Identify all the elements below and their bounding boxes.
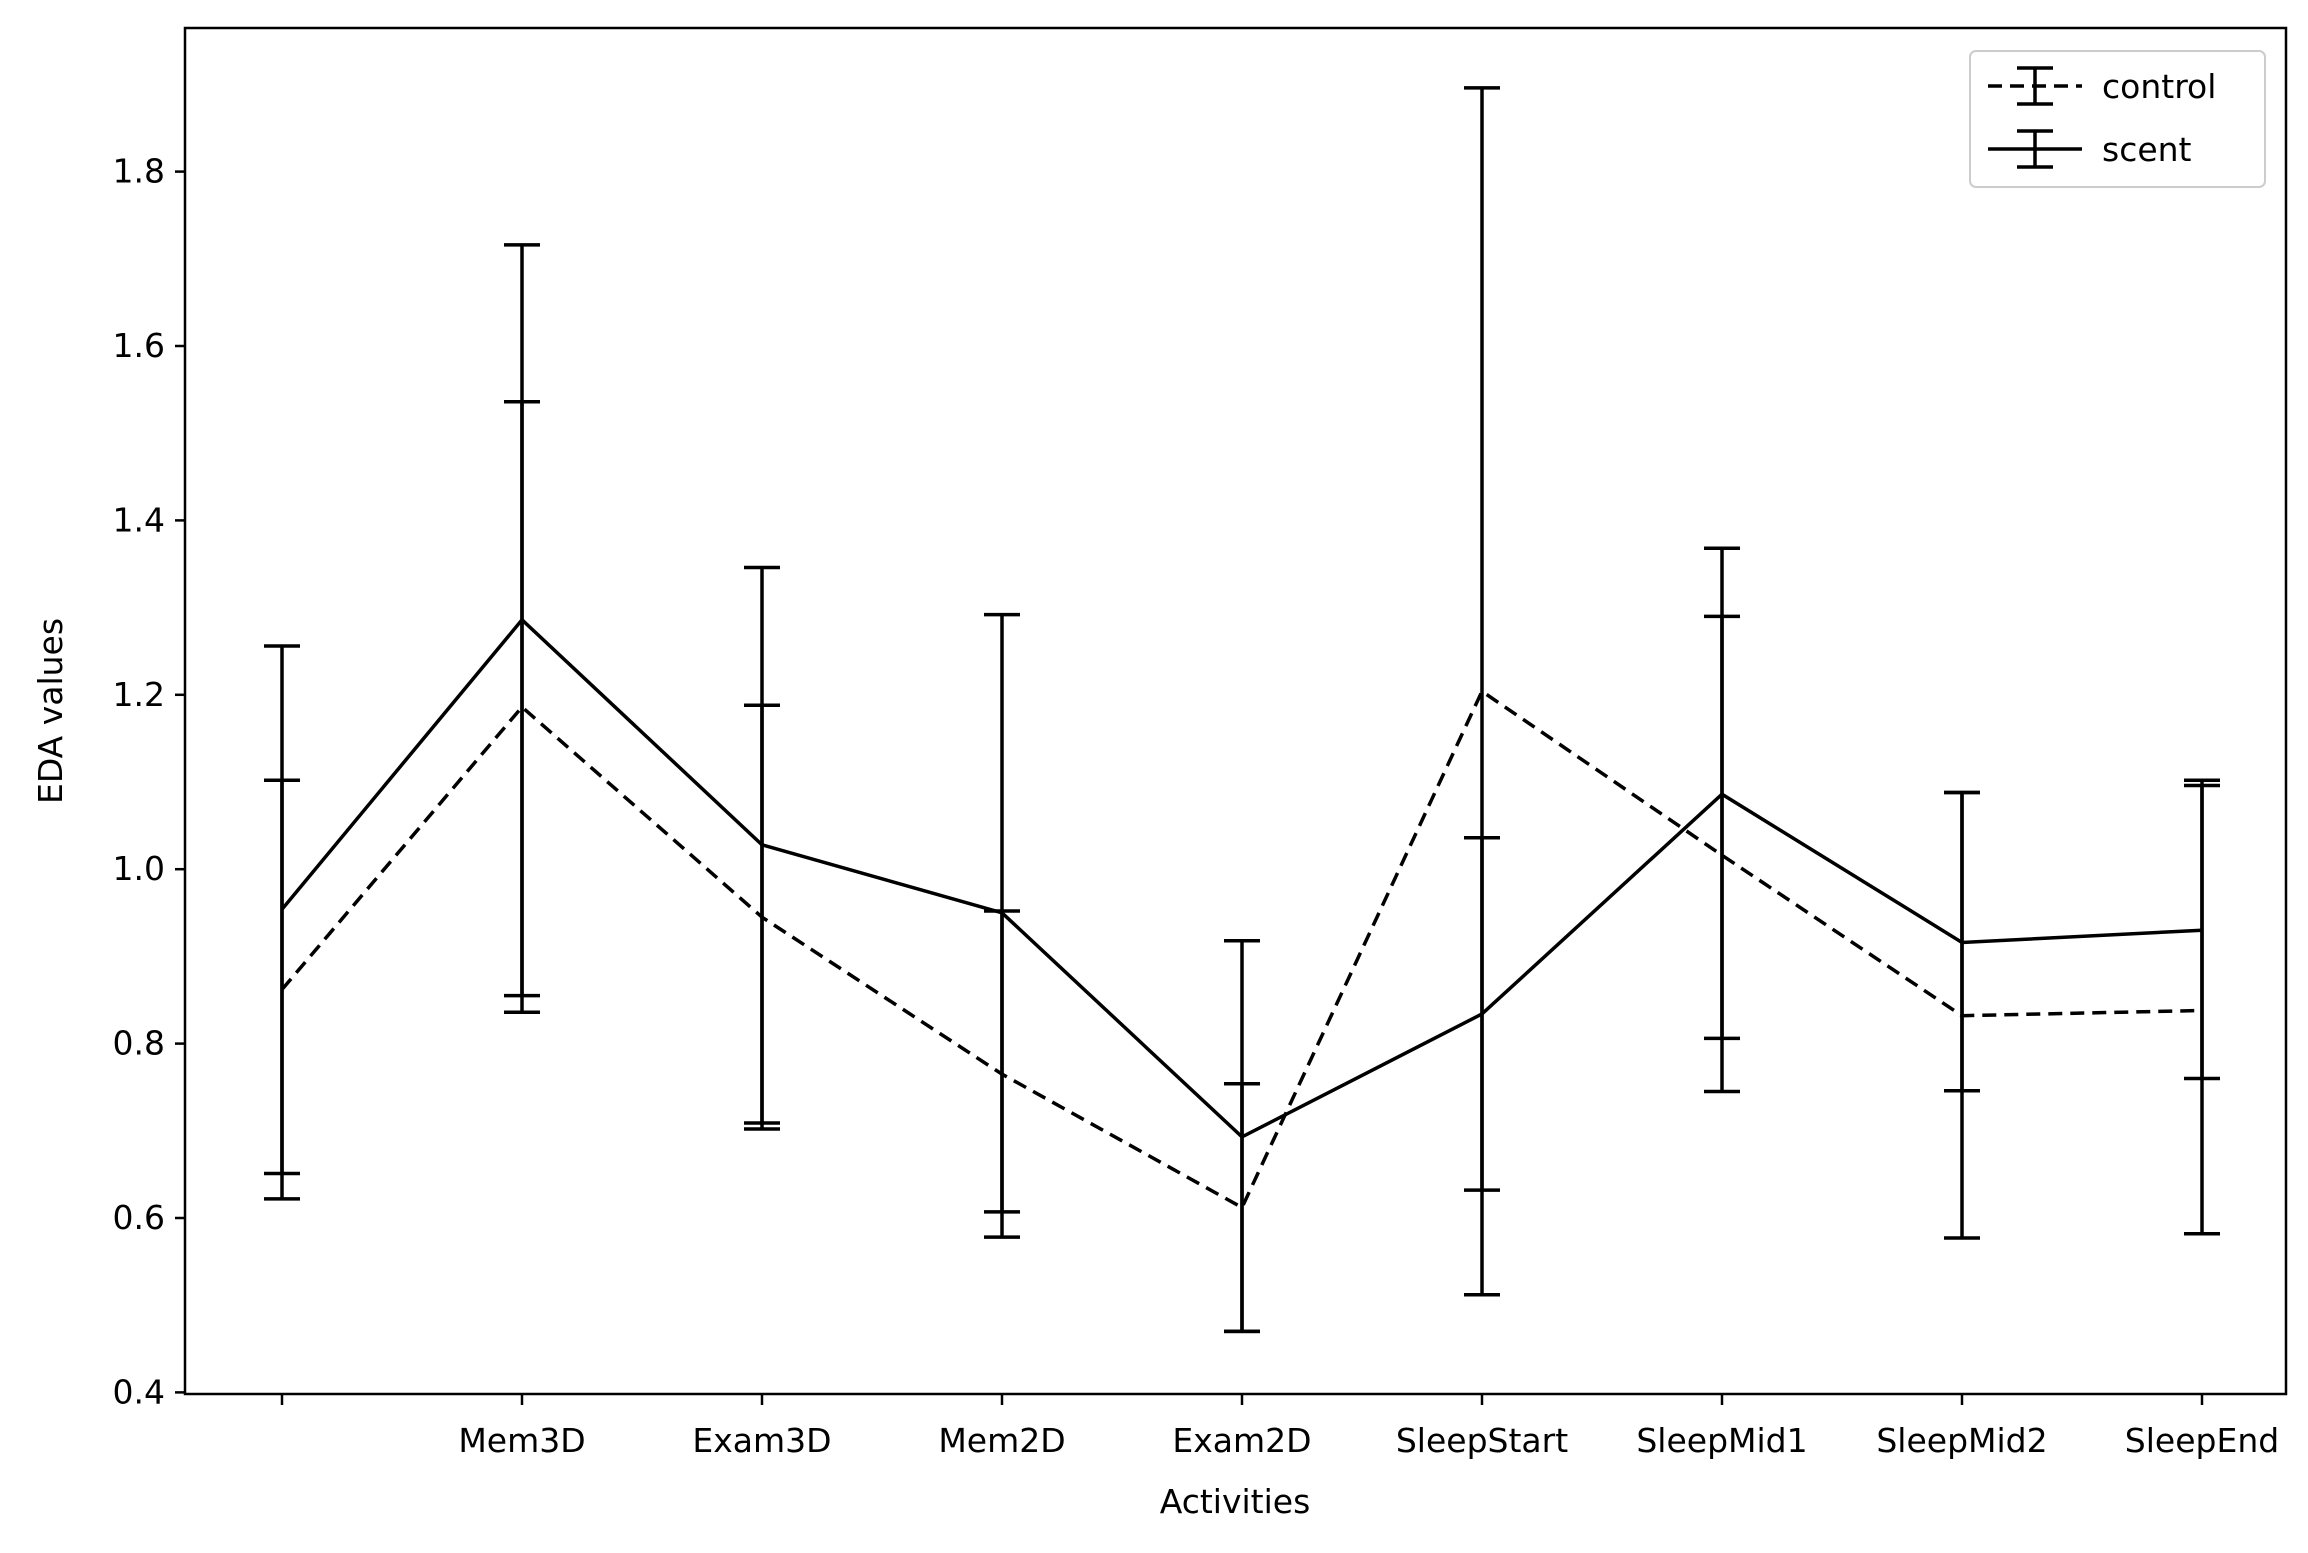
marks-layer	[264, 86, 2220, 1334]
x-tick-label: Exam2D	[1172, 1421, 1311, 1460]
y-tick-label: 1.4	[113, 500, 165, 539]
y-tick-label: 1.8	[113, 152, 165, 191]
x-tick-label: SleepStart	[1396, 1421, 1568, 1460]
x-tick-label: Mem3D	[458, 1421, 585, 1460]
y-tick-label: 1.6	[113, 326, 165, 365]
x-axis-label: Activities	[1160, 1482, 1311, 1521]
plot-frame	[183, 26, 2288, 1396]
x-tick-label: Mem2D	[938, 1421, 1065, 1460]
y-tick-label: 0.4	[113, 1372, 165, 1411]
legend-label-scent: scent	[2102, 130, 2192, 169]
y-tick-label: 1.0	[113, 849, 165, 888]
legend-items	[1988, 66, 2082, 169]
x-tick-label: SleepMid2	[1876, 1421, 2047, 1460]
y-tick-label: 0.8	[113, 1024, 165, 1063]
x-tick-label: SleepMid1	[1636, 1421, 1807, 1460]
y-tick-label: 1.2	[113, 675, 165, 714]
x-tick-label: Exam3D	[692, 1421, 831, 1460]
legend: control scent	[1969, 50, 2266, 188]
x-tick-label: SleepEnd	[2125, 1421, 2279, 1460]
y-tick-label: 0.6	[113, 1198, 165, 1237]
series-line-scent	[280, 617, 2203, 1140]
y-axis-label: EDA values	[31, 618, 70, 804]
legend-label-control: control	[2102, 67, 2216, 106]
ticks-layer: 0.4 0.6 0.8 1.0 1.2 1.4 1.6 1.8 Mem3D Exam3D Mem2D…	[113, 152, 2280, 1460]
